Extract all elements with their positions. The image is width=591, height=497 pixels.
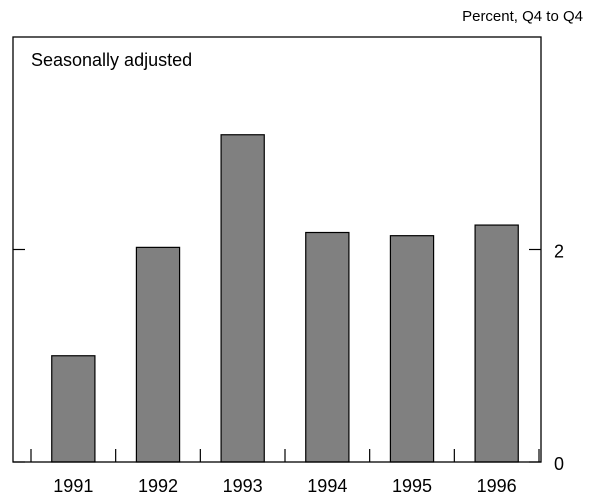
bar xyxy=(389,235,435,463)
bar xyxy=(220,134,265,463)
annotation: Seasonally adjusted xyxy=(31,50,192,70)
y-tick-label: 2 xyxy=(554,241,564,261)
x-tick-label: 1994 xyxy=(307,476,347,496)
x-tick-label: 1995 xyxy=(392,476,432,496)
bar xyxy=(51,355,96,463)
x-tick-label: 1996 xyxy=(477,476,517,496)
bar xyxy=(135,246,181,463)
y-tick-label: 0 xyxy=(554,454,564,474)
bar xyxy=(474,224,519,463)
x-tick-label: 1991 xyxy=(53,476,93,496)
chart-subtitle: Percent, Q4 to Q4 xyxy=(462,8,583,25)
bar xyxy=(305,231,350,463)
x-tick-label: 1993 xyxy=(223,476,263,496)
x-tick-label: 1992 xyxy=(138,476,178,496)
